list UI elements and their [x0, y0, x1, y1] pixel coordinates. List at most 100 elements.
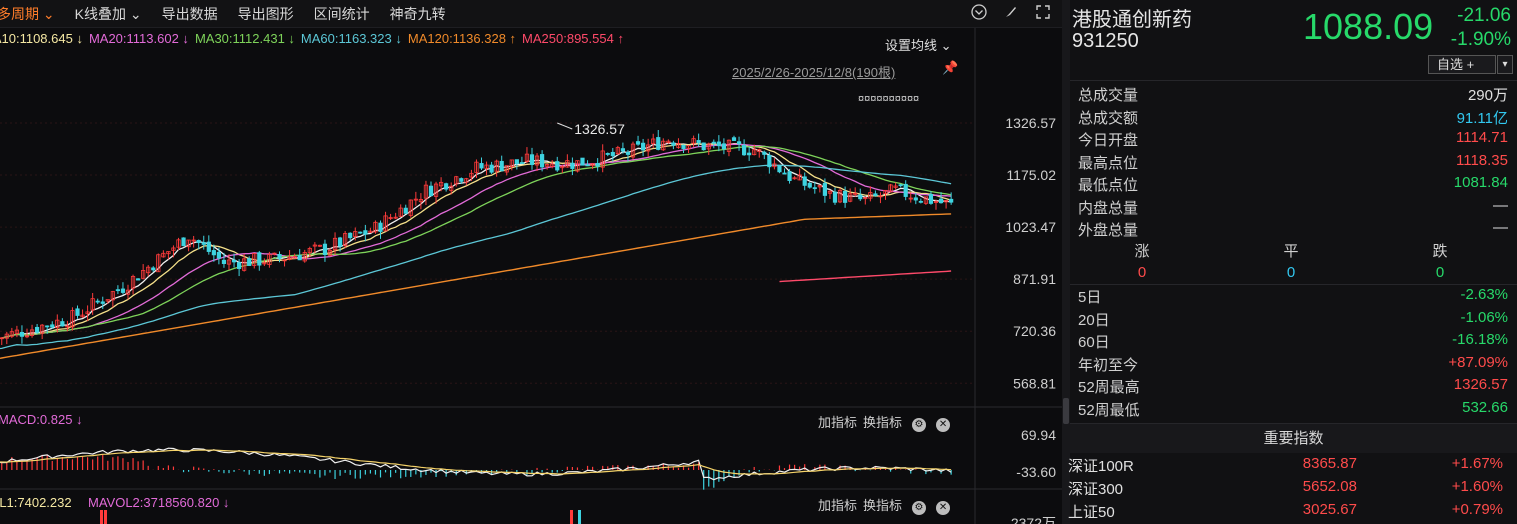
- chevron-down-circle-icon[interactable]: [970, 4, 988, 24]
- macd-label: MACD:0.825 ↓: [0, 412, 83, 427]
- scrollbar-track[interactable]: [1062, 0, 1070, 524]
- stock-code: 931250: [1072, 30, 1139, 52]
- watchlist-dropdown-icon[interactable]: ▾: [1497, 55, 1513, 74]
- stock-price: 1088.09: [1303, 6, 1434, 47]
- candle-body: [949, 198, 954, 203]
- pin-icon[interactable]: 📌: [942, 60, 959, 75]
- candle-body: [337, 237, 343, 247]
- candle-body: [120, 288, 126, 293]
- candle-body: [171, 247, 176, 251]
- candle-body: [656, 137, 661, 150]
- export-data-button[interactable]: 导出数据: [161, 5, 218, 22]
- candle-body: [95, 300, 100, 303]
- stock-change-pct: -1.90%: [1450, 29, 1511, 50]
- candle-body: [196, 240, 201, 243]
- ma-legend-item: MA30:1112.431 ↓: [194, 31, 295, 46]
- candle-body: [903, 183, 908, 197]
- y-tick-label: 568.81: [1013, 375, 1056, 391]
- candle-body: [50, 324, 55, 328]
- gear-icon[interactable]: ⚙: [912, 418, 927, 432]
- add-indicator-button-2[interactable]: 加指标: [818, 498, 858, 513]
- candle-body: [731, 137, 737, 141]
- candle-body: [701, 142, 706, 151]
- magic-nine-button[interactable]: 神奇九转: [389, 5, 446, 22]
- close-icon[interactable]: ✕: [936, 418, 951, 432]
- candle-body: [494, 160, 499, 172]
- date-range-label[interactable]: 2025/2/26-2025/12/8(190根): [732, 65, 896, 80]
- add-indicator-button[interactable]: 加指标: [818, 415, 858, 430]
- period-key: 52周最低: [1078, 401, 1140, 419]
- index-row[interactable]: 深证100R 8365.87 +1.67%: [1068, 455, 1517, 478]
- candle-body: [681, 144, 686, 149]
- gear-icon-2[interactable]: ⚙: [912, 501, 927, 515]
- candle-body: [282, 259, 287, 262]
- index-row[interactable]: 上证50 3025.67 +0.79%: [1068, 501, 1517, 524]
- candle-body: [267, 254, 272, 265]
- max-price-label: 1326.57: [574, 121, 625, 137]
- candle-body: [671, 142, 676, 146]
- ma-setting-button[interactable]: 设置均线 ⌄: [885, 38, 952, 53]
- stat-value: —: [1493, 196, 1508, 214]
- ma5-line: [0, 142, 952, 339]
- candle-body: [534, 155, 540, 166]
- candle-body: [353, 231, 358, 237]
- y-tick-label: 1023.47: [1005, 219, 1056, 235]
- candle-body: [752, 149, 757, 156]
- index-row[interactable]: 深证300 5652.08 +1.60%: [1068, 478, 1517, 501]
- candle-body: [615, 147, 620, 155]
- stat-value: 290万: [1467, 87, 1508, 104]
- candle-body: [287, 256, 292, 260]
- period-key: 5日: [1078, 289, 1102, 306]
- brush-icon[interactable]: [1002, 4, 1020, 24]
- candle-body: [651, 138, 656, 145]
- vol-tick-label: 2372万: [1011, 515, 1056, 524]
- stat-row: 最高点位 1118.35: [1078, 152, 1508, 174]
- candle-body: [156, 254, 161, 273]
- switch-indicator-button[interactable]: 换指标: [863, 415, 903, 430]
- export-chart-button[interactable]: 导出图形: [237, 5, 294, 22]
- index-price: 5652.08: [1302, 478, 1357, 495]
- period-row: 52周最高 1326.57: [1078, 376, 1508, 398]
- candle-body: [247, 258, 252, 266]
- ma60-line: [0, 164, 952, 350]
- kline-overlay-menu[interactable]: K线叠加 ⌄: [74, 5, 142, 22]
- fullscreen-icon[interactable]: [1034, 4, 1052, 24]
- candle-body: [211, 250, 216, 256]
- multi-period-menu[interactable]: 多周期 ⌄: [0, 5, 55, 22]
- candle-body: [792, 177, 797, 180]
- candle-body: [944, 200, 949, 203]
- down-label: 跌: [1432, 243, 1448, 260]
- candle-body: [9, 331, 14, 337]
- candle-body: [853, 192, 858, 195]
- candle-body: [398, 207, 403, 217]
- candle-body: [772, 163, 777, 168]
- candle-body: [105, 299, 110, 302]
- switch-indicator-button-2[interactable]: 换指标: [863, 498, 903, 513]
- candle-body: [514, 159, 519, 164]
- range-stats-button[interactable]: 区间统计: [313, 5, 370, 22]
- candle-body: [797, 174, 802, 181]
- candle-body: [762, 151, 767, 155]
- candle-body: [433, 183, 439, 197]
- stat-key: 外盘总量: [1078, 222, 1139, 239]
- candle-body: [742, 144, 747, 156]
- candle-body: [555, 161, 560, 171]
- candle-body: [277, 254, 282, 259]
- candle-body: [898, 184, 903, 187]
- candle-body: [938, 198, 944, 204]
- close-icon-2[interactable]: ✕: [936, 501, 951, 515]
- ma-legend-item: MA120:1136.328 ↑: [407, 31, 517, 46]
- candle-body: [873, 193, 878, 196]
- add-watchlist-button[interactable]: 自选 +: [1428, 55, 1496, 74]
- scrollbar-thumb[interactable]: [1063, 398, 1069, 424]
- candle-body: [464, 178, 469, 183]
- candle-body: [484, 164, 489, 169]
- volume-bar: [104, 510, 107, 524]
- candle-body: [736, 141, 742, 145]
- kline-chart[interactable]: 1326.57 1175.02 1023.47 871.91 720.36 568.81 1…: [0, 28, 1062, 524]
- candle-body: [509, 159, 514, 167]
- candle-body: [368, 230, 373, 233]
- period-row: 5日 -2.63%: [1078, 286, 1508, 308]
- candle-body: [817, 185, 822, 188]
- candle-body: [80, 314, 85, 318]
